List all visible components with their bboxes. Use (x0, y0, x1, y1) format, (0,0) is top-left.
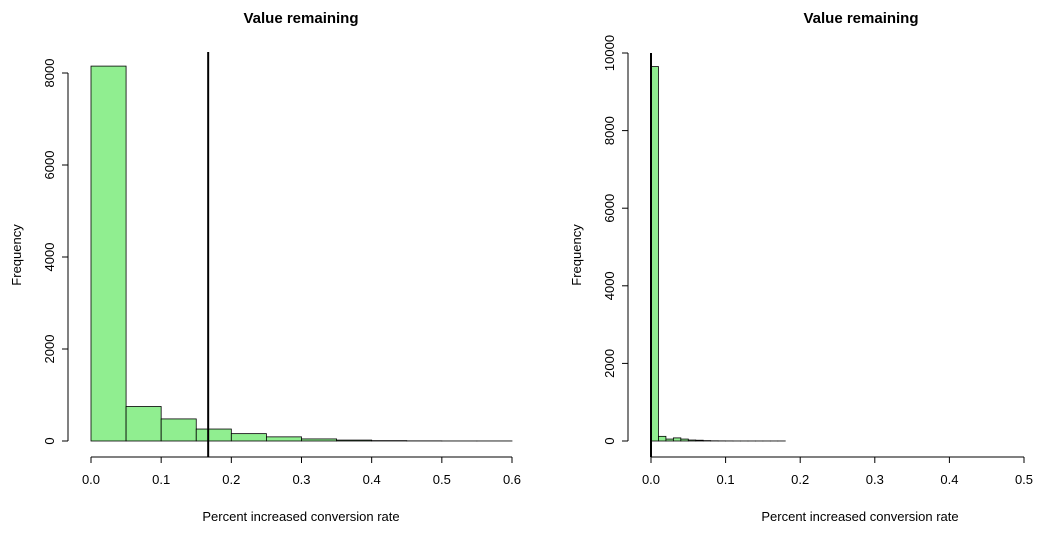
y-axis-label: Frequency (9, 224, 24, 286)
histogram-bar (266, 436, 302, 442)
x-tick-label: 0.6 (503, 472, 521, 487)
histogram-bar (665, 438, 674, 442)
histogram-bar (680, 438, 689, 442)
y-tick-label: 10000 (602, 35, 617, 71)
y-tick-label: 2000 (42, 335, 57, 364)
x-tick-label: 0.4 (363, 472, 381, 487)
histogram-bar (301, 438, 337, 442)
histogram-bar (336, 439, 373, 442)
histogram-bar (230, 433, 267, 442)
x-axis: 0.0 0.1 0.2 0.3 0.4 0.5 0.6 (82, 456, 521, 487)
y-tick-label: 6000 (42, 151, 57, 180)
y-axis: 0 2000 4000 6000 8000 10000 (602, 35, 629, 445)
x-tick-label: 0.1 (152, 472, 170, 487)
x-tick-label: 0.3 (292, 472, 310, 487)
bars (90, 65, 513, 442)
y-tick-label: 4000 (602, 271, 617, 300)
histogram-bar (695, 439, 704, 442)
histogram-bar (160, 418, 197, 442)
y-axis-label: Frequency (569, 224, 584, 286)
chart-title: Value remaining (803, 10, 918, 27)
x-axis-label: Percent increased conversion rate (761, 509, 958, 524)
histogram-bar (672, 437, 682, 442)
x-tick-label: 0.3 (866, 472, 884, 487)
bars (650, 66, 786, 442)
histogram-bar (658, 435, 667, 442)
x-tick-label: 0.0 (82, 472, 100, 487)
histogram-bar (195, 428, 232, 442)
y-tick-label: 0 (42, 437, 57, 444)
x-axis-label: Percent increased conversion rate (202, 509, 399, 524)
left-histogram: Value remaining Percent increased conver… (9, 10, 521, 524)
histogram-bar (125, 406, 162, 442)
y-tick-label: 8000 (42, 59, 57, 88)
histogram-bar (687, 439, 697, 442)
x-tick-label: 0.4 (940, 472, 958, 487)
y-tick-label: 4000 (42, 243, 57, 272)
y-axis: 0 2000 4000 6000 8000 (42, 59, 69, 445)
histogram-bar (650, 66, 659, 442)
y-tick-label: 6000 (602, 194, 617, 223)
x-tick-label: 0.0 (642, 472, 660, 487)
chart-title: Value remaining (243, 10, 358, 27)
y-tick-label: 8000 (602, 116, 617, 145)
x-tick-label: 0.5 (1015, 472, 1033, 487)
histogram-bar (90, 65, 127, 442)
x-axis: 0.0 0.1 0.2 0.3 0.4 0.5 (642, 456, 1033, 487)
right-histogram: Value remaining Percent increased conver… (569, 10, 1033, 524)
x-tick-label: 0.2 (222, 472, 240, 487)
x-tick-label: 0.2 (791, 472, 809, 487)
x-tick-label: 0.1 (717, 472, 735, 487)
y-tick-label: 2000 (602, 349, 617, 378)
y-tick-label: 0 (602, 437, 617, 444)
x-tick-label: 0.5 (433, 472, 451, 487)
